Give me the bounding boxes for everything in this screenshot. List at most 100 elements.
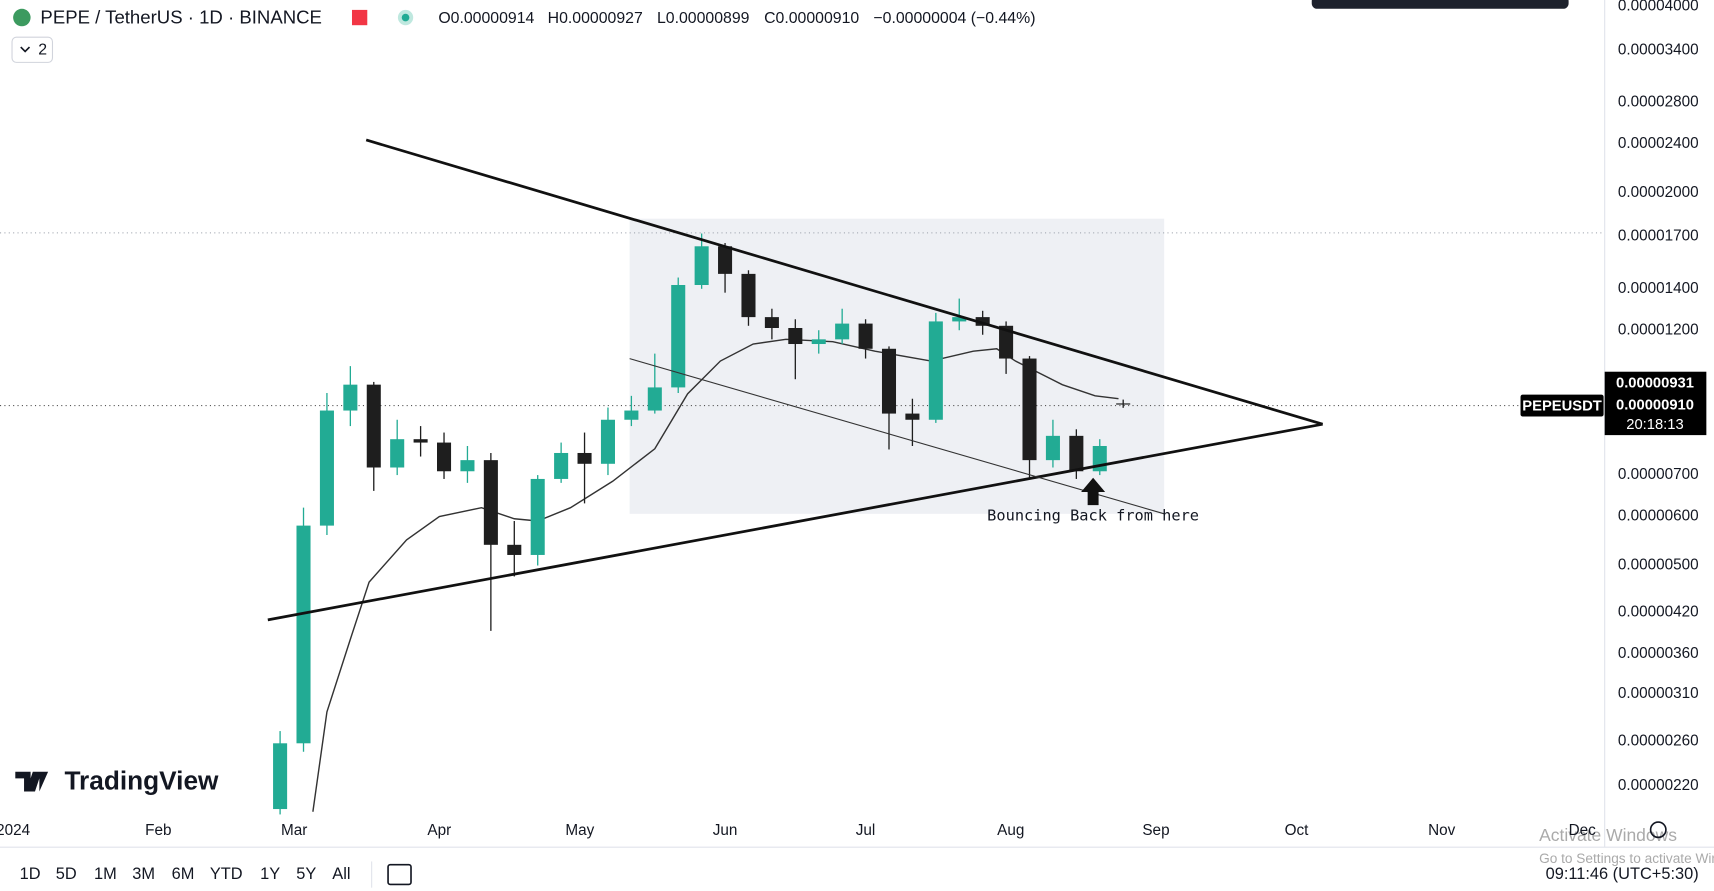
y-tick-label: 0.00000700 <box>1618 466 1699 483</box>
range-button[interactable]: 3M <box>132 865 155 883</box>
x-tick-label: Aug <box>997 822 1024 839</box>
ma-tag: 0.00000931 <box>1616 376 1694 392</box>
logo-mark <box>15 771 49 792</box>
x-tick-label: Sep <box>1142 822 1169 839</box>
settings[interactable] <box>1649 821 1667 839</box>
candle-body <box>507 544 522 555</box>
range-button[interactable]: 5D <box>56 865 77 883</box>
lower-trendline <box>267 422 1323 622</box>
candle-body <box>554 452 569 479</box>
candle-body <box>718 246 733 274</box>
ohlc-open: O0.00000914 <box>438 10 534 27</box>
candle-body <box>366 384 381 468</box>
candle-body <box>343 384 358 411</box>
y-tick-label: 0.00000220 <box>1618 777 1699 794</box>
upper-trendline <box>365 138 1324 426</box>
x-tick-label: Oct <box>1285 822 1310 839</box>
flag[interactable] <box>351 9 368 26</box>
x-tick-label: Dec <box>1569 822 1597 839</box>
x-tick-label: May <box>565 822 594 839</box>
candle-body <box>881 348 897 414</box>
candle-body <box>1069 435 1084 472</box>
y-tick-label: 0.00000500 <box>1618 557 1699 574</box>
candle-body <box>600 419 615 464</box>
candle-body <box>390 439 405 468</box>
indicator-toggle[interactable] <box>11 36 54 63</box>
candle-body <box>530 478 545 555</box>
x-tick-label: Nov <box>1428 822 1456 839</box>
y-tick-label: 0.00002400 <box>1618 135 1699 152</box>
y-tick-label: 0.00003400 <box>1618 41 1699 58</box>
candle-body <box>928 321 943 420</box>
arrow <box>1081 477 1106 506</box>
channel-line <box>629 358 1165 515</box>
symbol-tag <box>1520 394 1604 417</box>
candle-body <box>694 246 709 285</box>
candle-body <box>788 328 803 345</box>
x-tick-label: Jun <box>713 822 738 839</box>
ohlc-high: H0.00000927 <box>548 10 643 27</box>
drawings: Bouncing Back from here <box>267 138 1324 622</box>
range-button[interactable]: All <box>332 865 350 883</box>
candle-body <box>741 273 756 318</box>
x-tick-label: Feb <box>145 822 171 839</box>
watermark: Go to Settings to activate Windows. <box>1539 851 1714 866</box>
x-tick-label: Apr <box>427 822 451 839</box>
floating-toolbar[interactable] <box>1311 0 1569 9</box>
range-button[interactable]: 6M <box>172 865 195 883</box>
candle-body <box>624 410 639 420</box>
candle-body <box>999 325 1014 359</box>
candle-body <box>647 387 662 411</box>
candle-body <box>671 284 686 388</box>
x-tick-label: Mar <box>281 822 307 839</box>
y-tick-label: 0.00000360 <box>1618 645 1699 662</box>
watermark: Activate Windows <box>1539 825 1677 845</box>
ohlc-change: −0.00000004 (−0.44%) <box>873 10 1035 27</box>
candle-body <box>296 525 311 744</box>
symbol-tag-text: PEPEUSDT <box>1522 399 1602 415</box>
date-range-button[interactable] <box>387 863 412 886</box>
range-button[interactable]: YTD <box>210 865 243 883</box>
ohlc-low: L0.00000899 <box>657 10 750 27</box>
range-button[interactable]: 1M <box>94 865 117 883</box>
candle-body <box>858 323 873 349</box>
price-tag <box>1604 371 1707 436</box>
candle-body <box>764 317 779 329</box>
y-tick-label: 0.00000260 <box>1618 732 1699 749</box>
candle-body <box>413 439 428 443</box>
candle-body <box>975 317 990 326</box>
ohlc-close: C0.00000910 <box>764 10 859 27</box>
indicator-count: 2 <box>38 42 47 59</box>
candle-body <box>1045 435 1060 461</box>
candle-body <box>1116 403 1131 405</box>
plot <box>0 218 1605 815</box>
annotation: Bouncing Back from here <box>987 507 1199 525</box>
clock: 09:11:46 (UTC+5:30) <box>1546 865 1699 883</box>
last-price-tag: 0.00000910 <box>1616 397 1694 413</box>
range-button[interactable]: 1Y <box>260 865 280 883</box>
y-tick-label: 0.00000420 <box>1618 603 1699 620</box>
candle-body <box>1022 358 1037 461</box>
range-button[interactable]: 1D <box>20 865 41 883</box>
candle-body <box>319 410 334 526</box>
candle-body <box>952 317 967 322</box>
candle-body <box>811 339 826 345</box>
y-tick-label: 0.00002000 <box>1618 184 1699 201</box>
candle-body <box>577 452 592 464</box>
brand: TradingView <box>64 766 219 796</box>
countdown: 20:18:13 <box>1626 417 1683 433</box>
chevron <box>20 46 31 53</box>
y-tick-label: 0.00002800 <box>1618 94 1699 111</box>
status-dot <box>401 13 410 22</box>
range-button[interactable]: 5Y <box>296 865 316 883</box>
y-tick-label: 0.00000310 <box>1618 685 1699 702</box>
candle-body <box>483 460 498 545</box>
candle-body <box>273 743 288 810</box>
symbol-title: PEPE / TetherUS · 1D · BINANCE <box>40 7 322 28</box>
candle-body <box>905 413 920 420</box>
y-tick-label: 0.00001700 <box>1618 228 1699 245</box>
x-tick-label: 2024 <box>0 822 31 839</box>
moving-average <box>312 338 1119 812</box>
candle-body <box>835 323 850 340</box>
